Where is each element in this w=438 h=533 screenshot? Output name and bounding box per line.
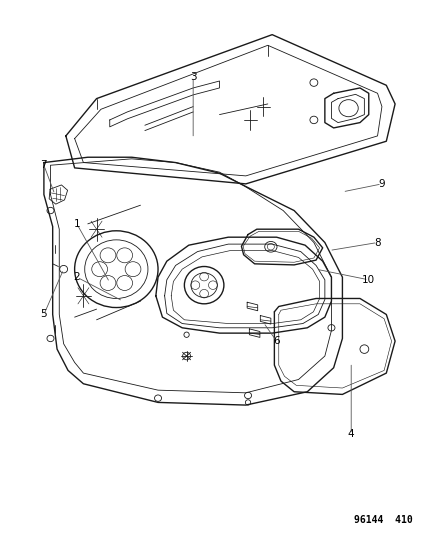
Text: 10: 10: [361, 275, 374, 285]
Text: 96144  410: 96144 410: [353, 515, 412, 524]
Text: 9: 9: [378, 179, 385, 189]
Text: 4: 4: [347, 430, 354, 439]
Text: 5: 5: [40, 310, 47, 319]
Text: 3: 3: [189, 72, 196, 82]
Text: 8: 8: [373, 238, 380, 247]
Text: 1: 1: [73, 219, 80, 229]
Text: 6: 6: [272, 336, 279, 346]
Text: 7: 7: [40, 160, 47, 170]
Text: 2: 2: [73, 272, 80, 282]
